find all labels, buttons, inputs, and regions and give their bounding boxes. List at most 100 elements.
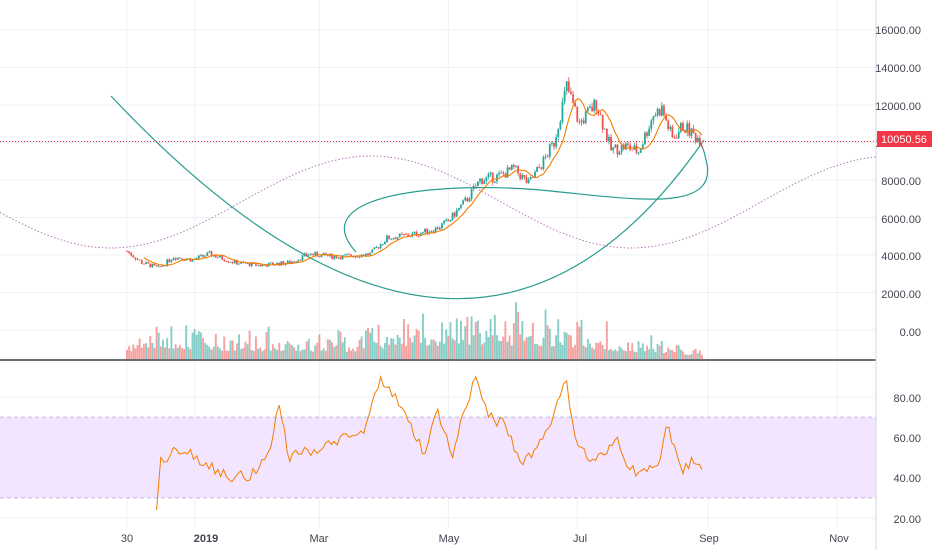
candle-body <box>542 157 545 169</box>
candle-body <box>337 257 340 259</box>
volume-bar <box>219 348 221 359</box>
candle-body <box>650 120 653 129</box>
volume-bar <box>185 325 188 359</box>
candle-body <box>527 179 530 183</box>
time-tick-label: 2019 <box>194 533 218 545</box>
candle-body <box>236 260 238 265</box>
volume-bar <box>616 351 619 359</box>
candle-body <box>350 254 352 257</box>
candle-body <box>622 144 625 150</box>
volume-bar <box>593 349 596 359</box>
candle-body <box>673 137 676 139</box>
rsi-tick-label: 60.00 <box>893 433 921 445</box>
volume-bar <box>417 330 420 359</box>
volume-bar <box>605 321 608 359</box>
time-axis[interactable]: 30 2019 Mar May Jul Sep Nov <box>121 533 849 545</box>
candle-body <box>618 152 621 155</box>
candle-body <box>426 228 429 234</box>
volume-bar <box>181 347 183 359</box>
candle-body <box>248 262 251 267</box>
volume-bar <box>610 348 613 359</box>
volume-bar <box>354 351 357 359</box>
candle-body <box>462 200 465 205</box>
candle-body <box>345 254 348 256</box>
drawings[interactable] <box>0 95 877 300</box>
volume-bar <box>582 345 585 359</box>
volume-bar <box>692 350 695 359</box>
candle-body <box>694 132 697 142</box>
candle-body <box>367 253 369 256</box>
candle-body <box>599 114 602 116</box>
volume-bar <box>631 343 634 359</box>
volume-bar <box>333 346 336 359</box>
candle-body <box>572 94 574 103</box>
volume-bar <box>231 340 234 359</box>
rsi-axis[interactable]: 80.00 60.00 40.00 20.00 <box>893 393 921 526</box>
volume-bar <box>512 323 515 359</box>
candle-body <box>616 144 619 155</box>
candle-body <box>493 181 496 183</box>
candle-body <box>648 128 651 136</box>
candle-body <box>698 138 701 147</box>
candle-body <box>633 145 636 150</box>
candle-body <box>506 167 509 178</box>
volume-bar <box>555 335 558 359</box>
volume-bar <box>489 319 492 359</box>
price-tick-label: 14000.00 <box>875 63 921 75</box>
volume-bar <box>345 351 348 359</box>
volume-bar <box>138 338 141 359</box>
volume-bar <box>290 345 293 359</box>
volume-bar <box>470 316 473 359</box>
volume-bar <box>415 328 418 359</box>
candle-body <box>403 234 405 235</box>
candle-body <box>214 255 217 258</box>
candle-body <box>324 252 327 256</box>
candle-body <box>671 126 674 138</box>
price-axis[interactable]: 16000.00 14000.00 12000.00 10000.00 8000… <box>875 25 921 339</box>
volume-bar <box>426 345 429 359</box>
volume-bar <box>212 346 215 359</box>
volume-bar <box>271 344 274 359</box>
volume-bar <box>591 347 594 359</box>
candle-body <box>331 253 333 259</box>
candle-body <box>690 128 693 136</box>
candle-body <box>470 188 473 200</box>
candle-body <box>485 176 488 181</box>
candle-body <box>407 234 410 237</box>
time-tick-label: Sep <box>699 533 719 545</box>
candle-body <box>565 81 568 92</box>
candle-body <box>189 258 192 262</box>
volume-bar <box>665 351 668 359</box>
candle-body <box>303 253 306 256</box>
volume-bar <box>265 332 268 359</box>
candle-body <box>223 259 226 262</box>
candle-body <box>682 123 684 131</box>
candle-body <box>468 199 471 202</box>
candle-body <box>578 121 581 123</box>
candle-body <box>417 235 420 237</box>
volume-bar <box>534 343 536 359</box>
candle-body <box>491 172 494 183</box>
volume-bar <box>597 343 600 359</box>
volume-bar <box>559 342 562 359</box>
candle-body <box>310 253 312 255</box>
candle-body <box>498 172 500 175</box>
candle-body <box>257 264 259 266</box>
volume-bar <box>126 349 128 359</box>
volume-bar <box>449 321 452 359</box>
volume-bar <box>696 353 699 359</box>
last-price-tag-bg <box>877 131 932 147</box>
candle-body <box>553 142 555 147</box>
volume-bar <box>460 320 462 359</box>
candle-body <box>531 177 534 178</box>
candle-body <box>422 232 424 234</box>
volume-bar <box>656 343 659 359</box>
candle-body <box>502 172 505 174</box>
candle-body <box>481 178 484 185</box>
candle-body <box>231 262 234 264</box>
candle-body <box>174 258 177 260</box>
candle-body <box>548 144 551 157</box>
volume-bar <box>430 339 433 359</box>
candle-body <box>140 260 143 264</box>
